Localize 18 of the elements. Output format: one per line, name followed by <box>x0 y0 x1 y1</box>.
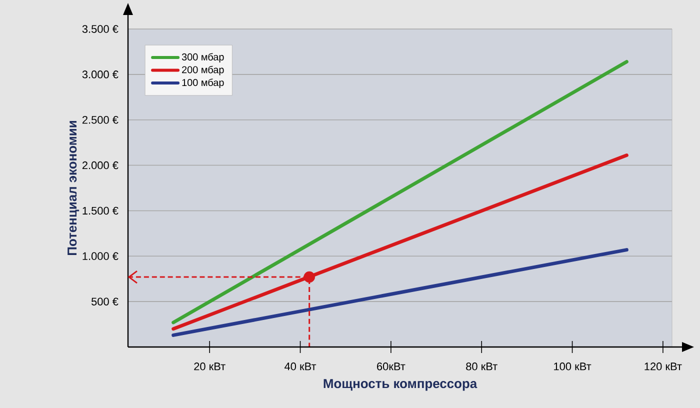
y-tick-label: 3.500 € <box>82 25 118 33</box>
y-tick-label: 3.000 € <box>82 70 118 78</box>
y-tick-label: 500 € <box>92 298 118 306</box>
legend-label: 100 мбар <box>182 78 224 88</box>
y-tick-label: 2.500 € <box>82 116 118 124</box>
x-tick-label: 80 кВт <box>466 362 498 370</box>
y-tick-label: 1.000 € <box>82 252 118 260</box>
x-tick-label: 20 кВт <box>194 362 226 370</box>
x-tick-label: 100 кВт <box>554 362 592 370</box>
x-axis-title: Мощность компрессора <box>324 379 478 391</box>
y-tick-label: 2.000 € <box>82 161 118 170</box>
x-tick-label: 40 кВт <box>284 362 316 370</box>
legend-label: 300 мбар <box>182 53 224 62</box>
y-tick-label: 1.500 € <box>82 206 118 215</box>
x-tick-label: 60кВт <box>377 362 406 370</box>
y-axis-title: Потенциал экономии <box>68 121 80 255</box>
x-tick-label: 120 кВт <box>644 362 682 370</box>
legend-label: 200 мбар <box>182 66 224 76</box>
